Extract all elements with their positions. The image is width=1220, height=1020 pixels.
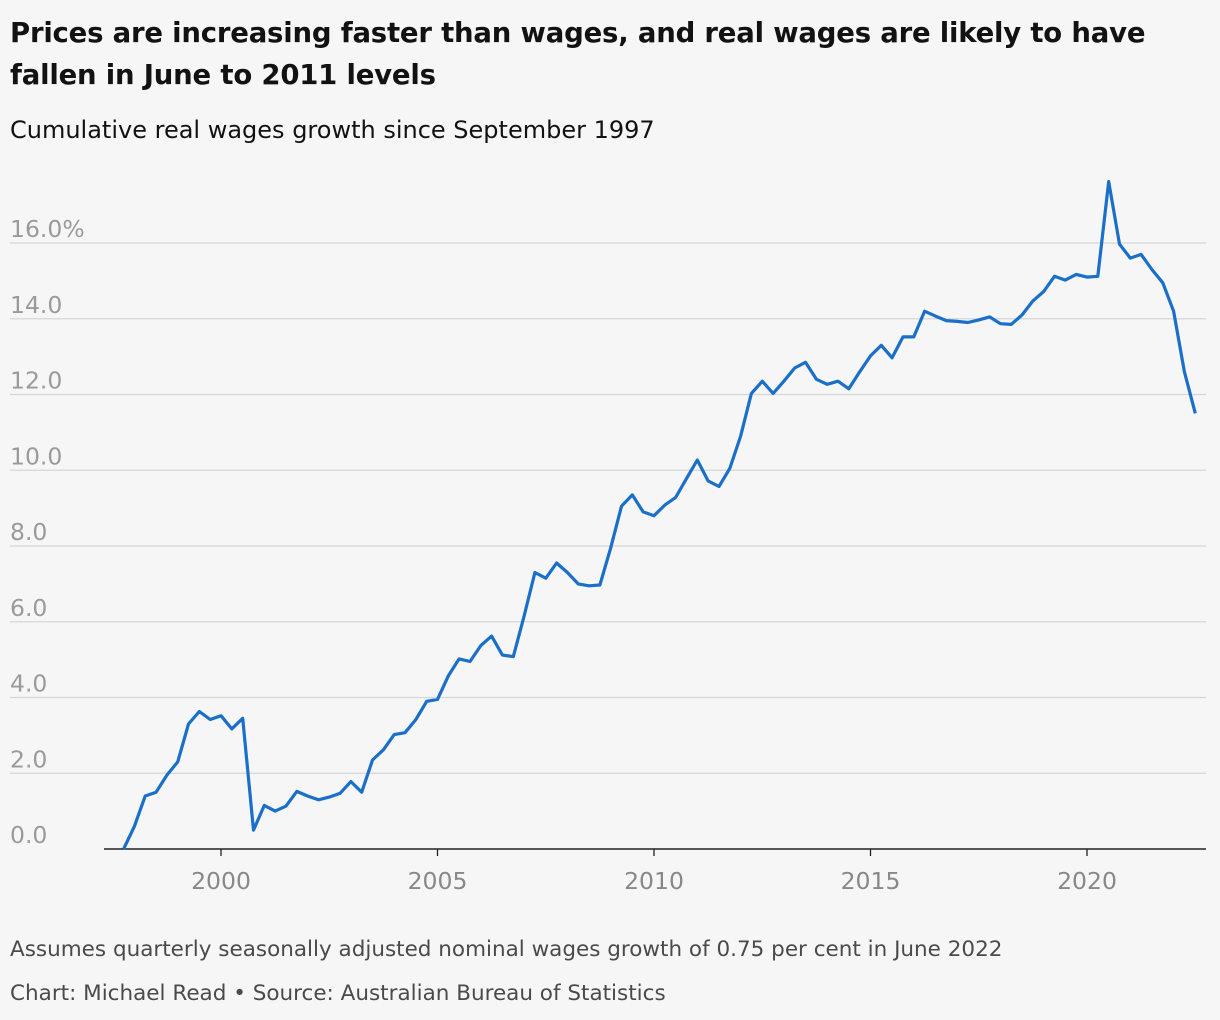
line-chart: 0.02.04.06.08.010.012.014.016.0% 2000 200… bbox=[10, 180, 1206, 895]
x-axis: 2000 2005 2010 2015 2020 bbox=[104, 848, 1206, 895]
chart-title: Prices are increasing faster than wages,… bbox=[10, 17, 1146, 91]
chart-subtitle: Cumulative real wages growth since Septe… bbox=[10, 116, 655, 144]
chart-source: Chart: Michael Read • Source: Australian… bbox=[10, 981, 666, 1006]
y-axis-tick-labels: 0.0 2.0 4.0 6.0 8.0 10.0 12.0 14.0 16.0% bbox=[10, 215, 85, 849]
y-tick-label: 10.0 bbox=[10, 442, 62, 470]
x-tick-label: 2015 bbox=[841, 867, 901, 895]
y-tick-label: 6.0 bbox=[10, 594, 47, 622]
y-tick-label: 8.0 bbox=[10, 518, 47, 546]
series-line bbox=[122, 180, 1197, 850]
x-tick-label: 2020 bbox=[1057, 867, 1117, 895]
x-tick-label: 2010 bbox=[624, 867, 684, 895]
y-tick-label: 4.0 bbox=[10, 670, 47, 698]
y-tick-label: 14.0 bbox=[10, 291, 62, 319]
gridlines bbox=[10, 242, 1206, 774]
series-layer bbox=[122, 180, 1197, 850]
y-tick-label: 0.0 bbox=[10, 821, 47, 849]
y-tick-label: 2.0 bbox=[10, 745, 47, 773]
chart-note: Assumes quarterly seasonally adjusted no… bbox=[10, 937, 1003, 962]
x-tick-label: 2000 bbox=[191, 867, 251, 895]
y-tick-label: 12.0 bbox=[10, 367, 62, 395]
y-tick-label: 16.0% bbox=[10, 215, 85, 243]
x-tick-label: 2005 bbox=[408, 867, 468, 895]
